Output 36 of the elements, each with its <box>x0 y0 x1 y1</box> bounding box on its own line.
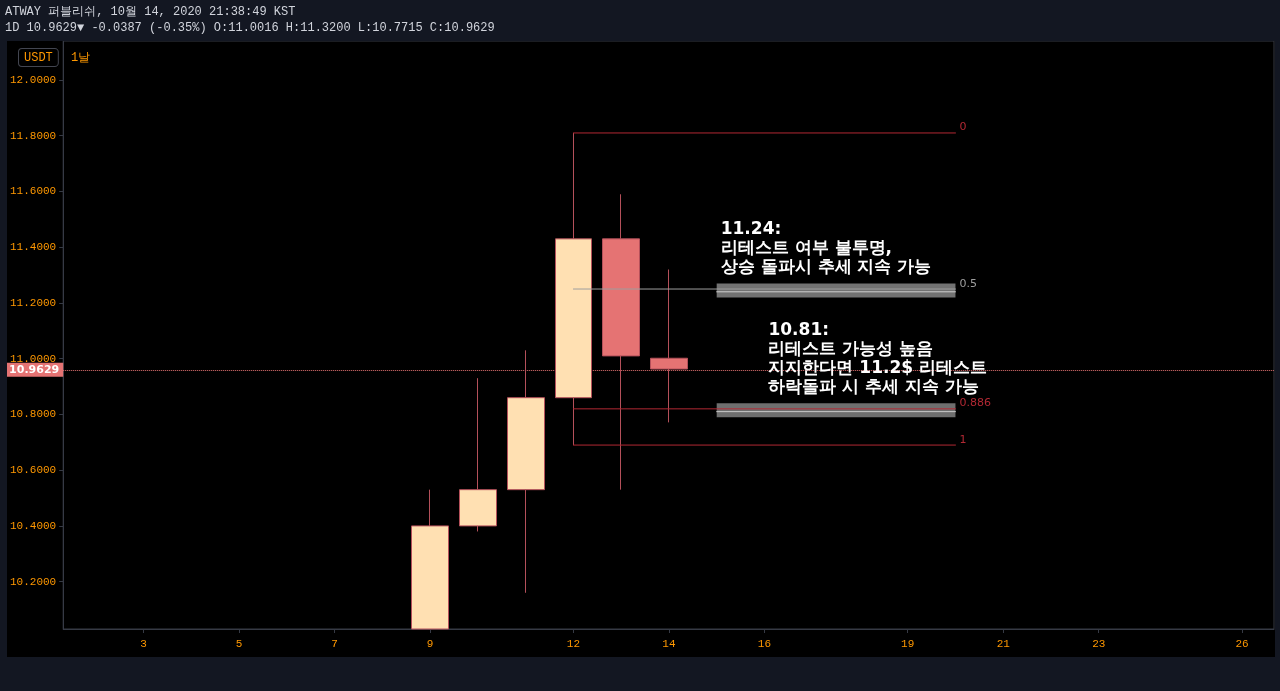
y-tick-label: 10.2000 <box>9 575 57 588</box>
y-tick-label: 12.0000 <box>9 74 57 87</box>
y-tick-label: 11.4000 <box>9 241 57 254</box>
candlestick <box>555 132 592 446</box>
series-label: 0.5 <box>959 276 977 290</box>
candlestick <box>507 349 545 594</box>
x-tick-label: 21 <box>996 637 1011 650</box>
x-tick-label: 23 <box>1092 637 1106 650</box>
x-tick-label: 9 <box>426 637 434 650</box>
chart-title: ATWAY 퍼블리쉬, 10월 14, 2020 21:38:49 KST <box>5 5 296 19</box>
x-tick-label: 19 <box>901 637 915 650</box>
x-tick-label: 5 <box>235 637 243 650</box>
series-label: 0 <box>959 120 967 134</box>
x-tick-label: 16 <box>757 637 772 650</box>
ref-line-label: 10.9629 <box>9 363 60 377</box>
candlestick <box>411 489 449 630</box>
y-tick-label: 10.6000 <box>9 464 57 477</box>
annotation: 1날 <box>71 51 91 65</box>
series-label: 0.886 <box>959 396 991 410</box>
x-tick-label: 14 <box>662 637 676 650</box>
annotation: 11.24: 리테스트 여부 불투명, 상승 돌파시 추세 지속 가능 <box>720 218 932 277</box>
y-tick-label: 11.0000 <box>9 352 57 365</box>
x-tick-label: 3 <box>140 637 147 650</box>
y-tick-label: 11.6000 <box>9 185 57 198</box>
chart-subtitle: 1D 10.9629▼ -0.0387 (-0.35%) O:11.0016 H:11.3200 L:10.7715 C:10.9629 <box>5 21 495 35</box>
series-label: 1 <box>959 432 967 446</box>
y-tick-label: 10.8000 <box>9 408 57 421</box>
candlestick <box>459 377 497 532</box>
annotation: 10.81: 리테스트 가능성 높음 지지한다면 11.2$ 리테스트 하락돌파 시 추세 지속 가능 <box>768 319 988 397</box>
x-tick-label: 7 <box>331 637 338 650</box>
x-tick-label: 12 <box>566 637 581 650</box>
y-tick-label: 11.8000 <box>9 129 57 142</box>
y-tick-label: 10.4000 <box>9 519 57 532</box>
x-tick-label: 26 <box>1235 637 1249 650</box>
y-tick-label: 11.2000 <box>9 296 57 309</box>
y-axis-title: USDT <box>24 51 53 65</box>
